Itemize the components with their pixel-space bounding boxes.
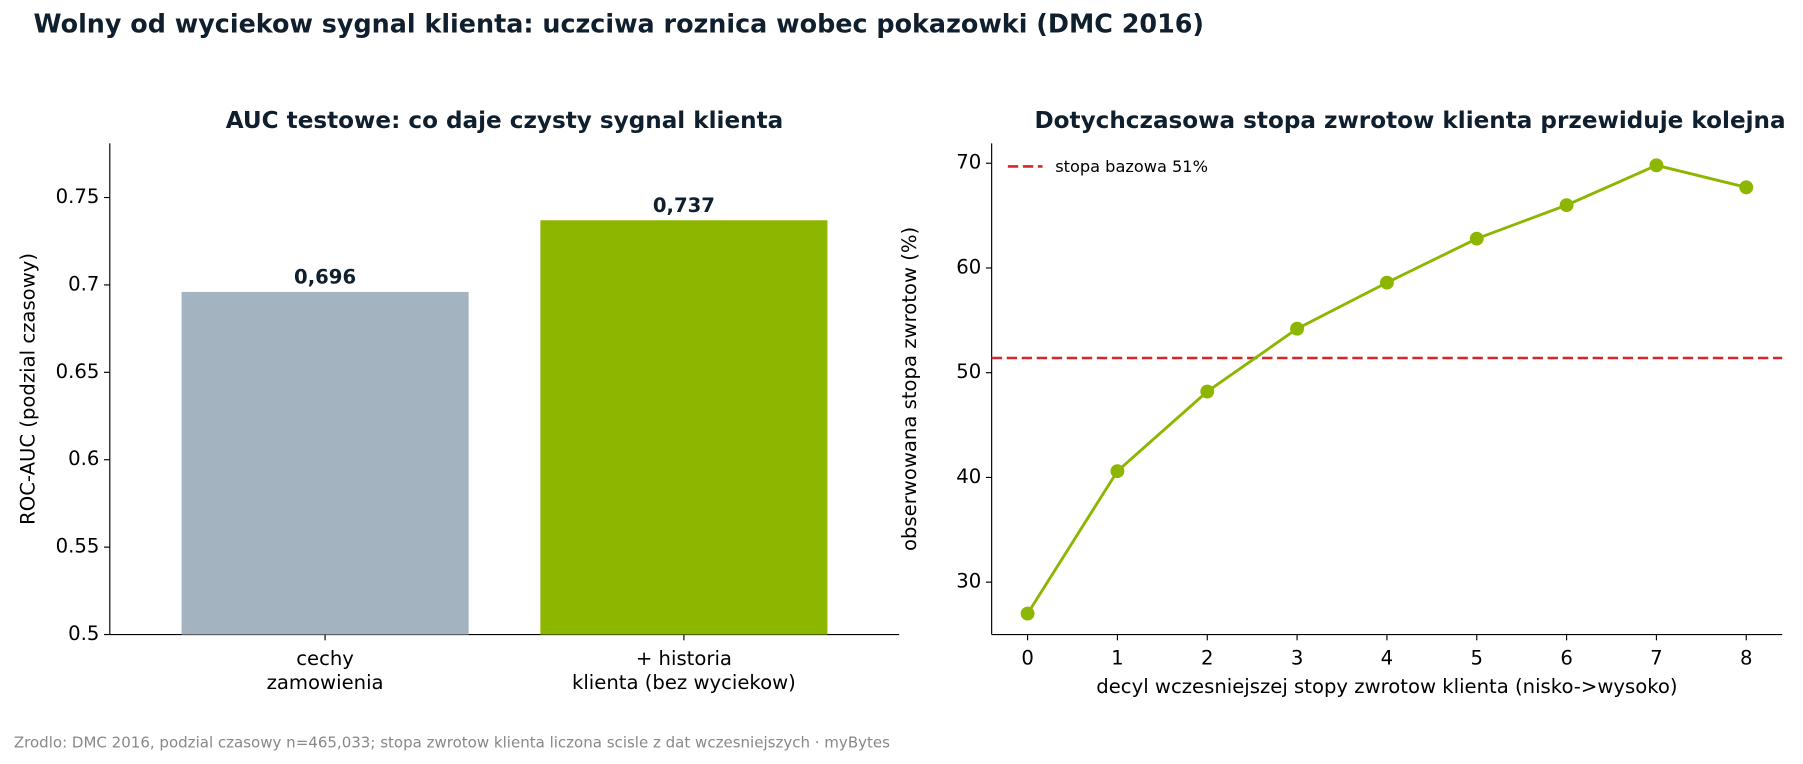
legend-label: stopa bazowa 51%: [1055, 157, 1208, 176]
x-tick-label-line: zamowienia: [267, 671, 384, 694]
y-tick-label: 60: [956, 255, 981, 278]
x-tick-label: cechy zamowienia: [267, 646, 384, 693]
y-tick-label: 0.6: [68, 447, 99, 470]
y-tick-label: 0.5: [68, 622, 99, 645]
y-tick-label: 50: [956, 360, 981, 383]
y-axis-label: obserwowana stopa zwrotow (%): [898, 227, 921, 551]
point: [1020, 606, 1035, 621]
point: [1739, 180, 1754, 195]
y-tick-label: 30: [956, 570, 981, 593]
y-tick-label: 40: [956, 465, 981, 488]
point: [1290, 321, 1305, 336]
point: [1110, 464, 1125, 479]
y-tick-label: 70: [956, 151, 981, 174]
point: [1649, 158, 1664, 173]
x-tick-label: 8: [1740, 646, 1753, 669]
x-tick-label-line: cechy: [296, 646, 354, 669]
x-tick-label-line: + historia: [636, 646, 732, 669]
x-tick-label-line: klienta (bez wyciekow): [572, 671, 796, 694]
figure-title: Wolny od wyciekow sygnal klienta: uczciw…: [34, 8, 1205, 38]
point: [1469, 231, 1484, 246]
series-line: [1026, 163, 1747, 615]
x-tick-label: 4: [1381, 646, 1394, 669]
y-axis-label: ROC-AUC (podzial czasowy): [16, 253, 39, 525]
chart-title: AUC testowe: co daje czysty sygnal klien…: [226, 108, 784, 134]
point: [1379, 275, 1394, 290]
y-tick-label: 0.55: [56, 535, 100, 558]
value-label: 0,737: [653, 194, 715, 217]
value-label: 0,696: [294, 266, 356, 289]
chart-title: Dotychczasowa stopa zwrotow klienta prze…: [1034, 108, 1785, 134]
x-tick-label: 6: [1560, 646, 1573, 669]
y-tick-label: 0.75: [56, 185, 100, 208]
x-tick-label: 5: [1471, 646, 1484, 669]
point: [1559, 198, 1574, 213]
x-tick-label: 1: [1111, 646, 1124, 669]
y-tick-label: 0.7: [68, 272, 99, 295]
x-tick-label: 7: [1650, 646, 1663, 669]
x-tick-label: + historia klienta (bez wyciekow): [572, 646, 796, 693]
y-tick-label: 0.65: [56, 360, 100, 383]
bar: [181, 291, 469, 635]
point: [1200, 384, 1215, 399]
x-axis-label: decyl wczesniejszej stopy zwrotow klient…: [1096, 675, 1677, 698]
x-tick-label: 3: [1291, 646, 1304, 669]
bar: [540, 220, 828, 635]
x-tick-label: 2: [1201, 646, 1214, 669]
source-note: Zrodlo: DMC 2016, podzial czasowy n=465,…: [14, 734, 890, 752]
x-tick-label: 0: [1021, 646, 1034, 669]
